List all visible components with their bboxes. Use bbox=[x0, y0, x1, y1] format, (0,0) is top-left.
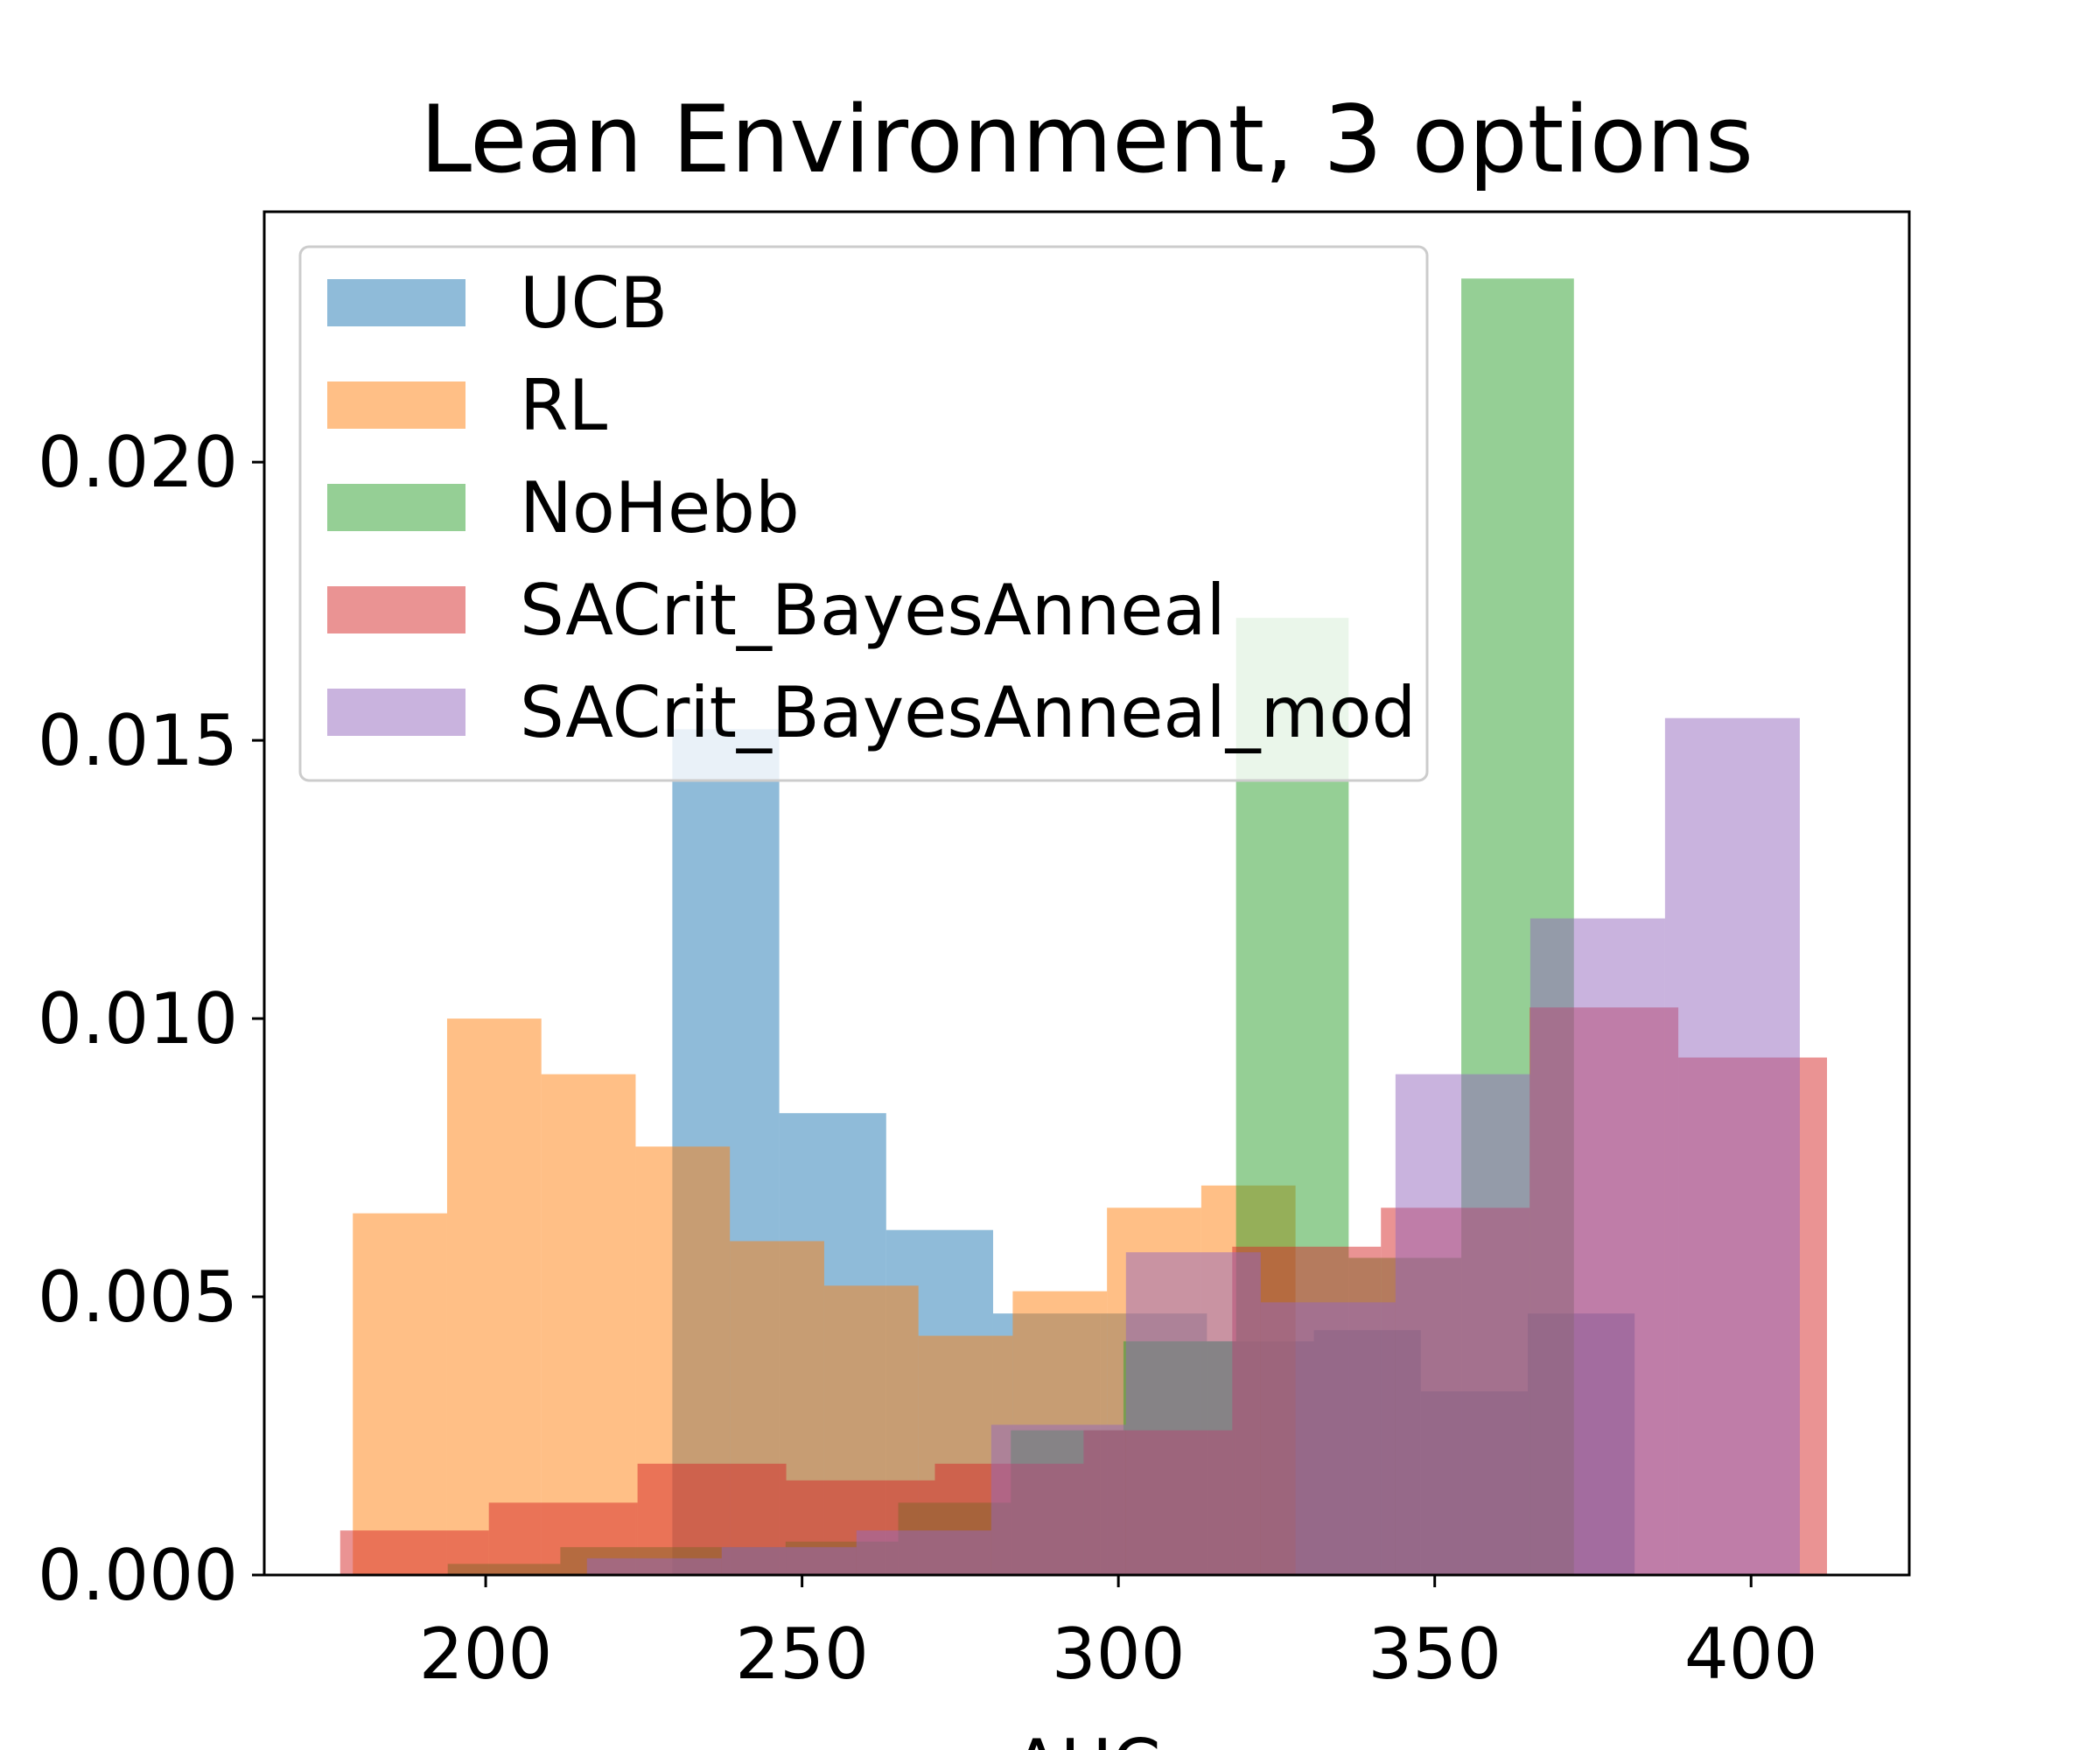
bar-sacrit-bayesanneal-mod-4 bbox=[1125, 1252, 1261, 1575]
y-tick-label: 0.020 bbox=[38, 422, 238, 503]
legend-entry-nohebb: NoHebb bbox=[327, 467, 800, 549]
legend-label: SACrit_BayesAnneal_mod bbox=[520, 672, 1416, 753]
y-tick-label: 0.010 bbox=[38, 978, 238, 1060]
bar-rl-2 bbox=[541, 1074, 636, 1575]
bar-sacrit-bayesanneal-mod-5 bbox=[1260, 1302, 1396, 1575]
legend-swatch bbox=[327, 689, 466, 736]
legend-swatch bbox=[327, 382, 466, 429]
x-tick-label: 250 bbox=[735, 1614, 869, 1695]
bar-sacrit-bayesanneal-mod-8 bbox=[1664, 718, 1800, 1575]
bar-sacrit-bayesanneal-mod-0 bbox=[586, 1558, 722, 1575]
legend-swatch bbox=[327, 279, 466, 326]
bar-sacrit-bayesanneal-0 bbox=[340, 1530, 489, 1575]
legend-swatch bbox=[327, 484, 466, 531]
bar-sacrit-bayesanneal-mod-7 bbox=[1530, 918, 1665, 1575]
legend-label: NoHebb bbox=[520, 467, 800, 549]
chart-title: Lean Environment, 3 options bbox=[420, 86, 1754, 193]
legend-entry-rl: RL bbox=[327, 365, 608, 446]
legend-label: UCB bbox=[520, 262, 668, 344]
legend-label: SACrit_BayesAnneal bbox=[520, 570, 1226, 651]
bar-rl-0 bbox=[353, 1213, 447, 1575]
x-tick-label: 200 bbox=[419, 1614, 553, 1695]
plot-frame bbox=[262, 210, 1911, 1577]
legend-entry-ucb: UCB bbox=[327, 262, 668, 344]
bar-sacrit-bayesanneal-mod-2 bbox=[856, 1530, 991, 1575]
y-tick-label: 0.005 bbox=[38, 1256, 238, 1338]
y-tick-label: 0.000 bbox=[38, 1535, 238, 1616]
x-tick-label: 300 bbox=[1052, 1614, 1186, 1695]
legend-label: RL bbox=[520, 365, 608, 446]
legend-entry-sacrit-bayesanneal-mod: SACrit_BayesAnneal_mod bbox=[327, 672, 1416, 753]
x-tick-label: 350 bbox=[1368, 1614, 1502, 1695]
legend-box bbox=[298, 245, 1429, 782]
x-axis-label: AUC bbox=[1012, 1725, 1160, 1750]
series-sacrit-bayesanneal-mod bbox=[586, 718, 1800, 1575]
legend-swatch bbox=[327, 586, 466, 634]
bar-sacrit-bayesanneal-mod-3 bbox=[990, 1424, 1126, 1575]
bar-sacrit-bayesanneal-mod-6 bbox=[1395, 1074, 1530, 1575]
bar-sacrit-bayesanneal-mod-1 bbox=[721, 1547, 857, 1575]
bar-rl-1 bbox=[446, 1018, 542, 1575]
legend-entry-sacrit-bayesanneal: SACrit_BayesAnneal bbox=[327, 570, 1226, 651]
histogram-bars bbox=[340, 278, 1827, 1576]
axes: 200 250 300 350 400 0.000 0.005 0.010 0.015 0.020 bbox=[38, 210, 1911, 1695]
y-tick-label: 0.015 bbox=[38, 700, 238, 781]
legend: UCB RL NoHebb SACrit_BayesAnneal SACrit_Baye… bbox=[298, 245, 1429, 782]
x-tick-label: 400 bbox=[1684, 1614, 1818, 1695]
